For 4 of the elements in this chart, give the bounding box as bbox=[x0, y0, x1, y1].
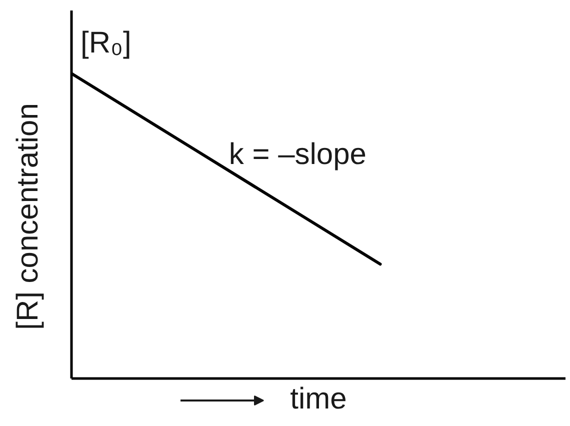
x-axis-title: time bbox=[290, 382, 347, 416]
text: [R₀] bbox=[80, 26, 132, 60]
annotation: k = –slope bbox=[228, 138, 366, 171]
y-axis-title: [R] concentration bbox=[12, 103, 44, 330]
